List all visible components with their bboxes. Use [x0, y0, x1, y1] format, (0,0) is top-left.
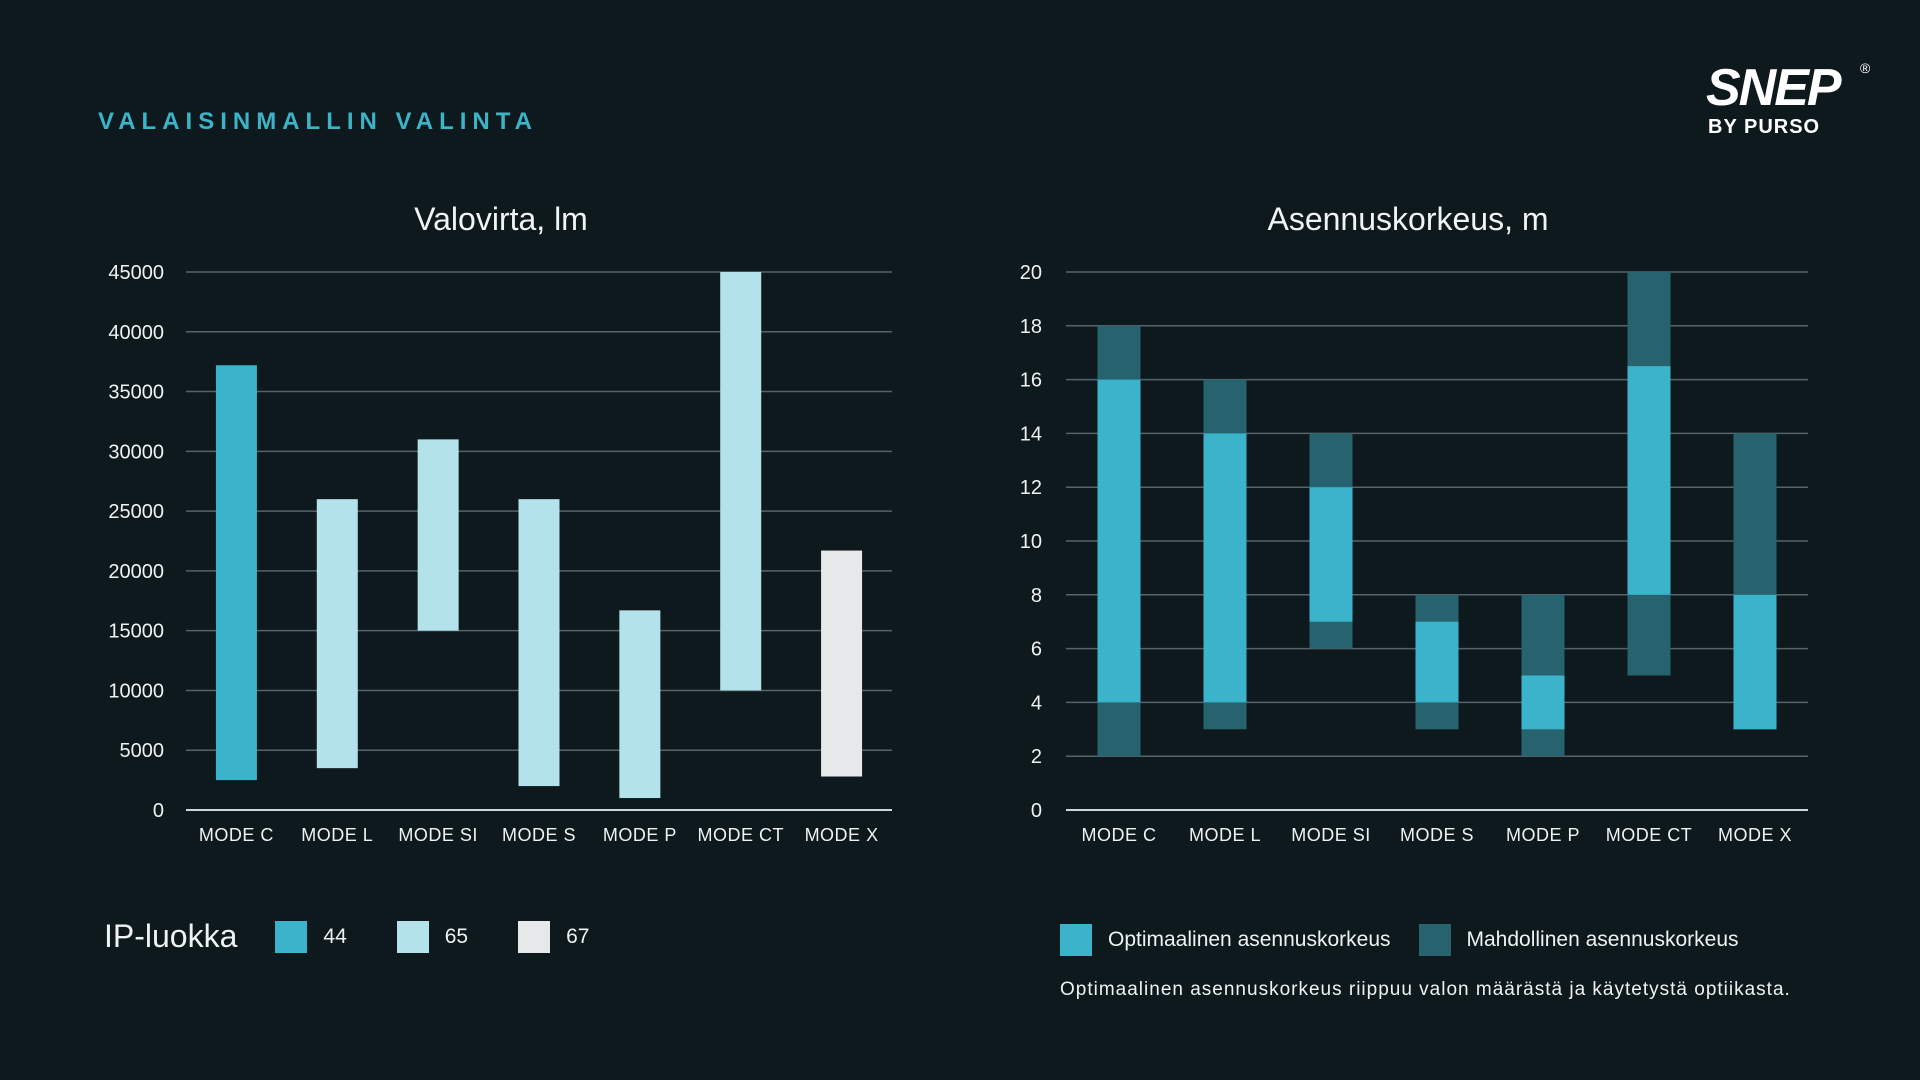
legend-label-optimal: Optimaalinen asennuskorkeus: [1108, 928, 1391, 951]
legend-item-optimal: Optimaalinen asennuskorkeus: [1060, 924, 1391, 956]
y-tick-label: 18: [1020, 316, 1042, 338]
y-tick-label: 12: [1020, 477, 1042, 499]
y-tick-label: 2: [1031, 746, 1042, 768]
flux-bar: [215, 365, 257, 781]
mounting-height-chart: Asennuskorkeus, m 0 2 4 6 8 10 12 14 16 18 20 MODE C…: [1020, 201, 1808, 845]
flux-bar: [316, 499, 358, 769]
flux-bar: [821, 550, 863, 777]
flux-bar: [619, 610, 661, 799]
x-category-label: MODE CT: [1606, 825, 1693, 845]
y-tick-label: 4: [1031, 692, 1042, 714]
legend-item-ip44: 44: [275, 920, 347, 953]
x-category-label: MODE C: [199, 825, 274, 845]
legend-label-ip65: 65: [444, 924, 469, 948]
optimal-height-bar: [1521, 675, 1565, 730]
y-tick-label: 30000: [108, 441, 164, 463]
y-tick-label: 35000: [108, 382, 164, 404]
chart-title: Asennuskorkeus, m: [1267, 201, 1548, 237]
optimal-height-bar: [1309, 487, 1353, 622]
luminous-flux-chart: Valovirta, lm 0 5000 10000 15000 20000 25000 30…: [108, 201, 892, 845]
flux-bar: [518, 499, 560, 787]
x-category-label: MODE L: [301, 825, 373, 845]
legend-label-ip67: 67: [566, 924, 590, 948]
optimal-height-bar: [1415, 621, 1459, 703]
optimal-height-bar: [1627, 366, 1671, 595]
y-tick-label: 0: [153, 800, 164, 822]
y-tick-label: 8: [1031, 585, 1042, 607]
y-tick-label: 10: [1020, 531, 1042, 553]
legend-item-possible: Mahdollinen asennuskorkeus: [1418, 924, 1739, 956]
logo-sub-text: BY PURSO: [1708, 116, 1821, 138]
legend-swatch-ip67: [518, 920, 551, 953]
flux-bar: [720, 272, 762, 691]
chart-title: Valovirta, lm: [414, 201, 588, 237]
y-tick-label: 6: [1031, 639, 1042, 661]
x-category-label: MODE CT: [697, 825, 784, 845]
y-tick-label: 45000: [108, 262, 164, 284]
x-category-label: MODE SI: [398, 825, 478, 845]
flux-bar: [417, 439, 459, 631]
registered-mark: ®: [1860, 60, 1871, 76]
snep-logo: SNEP BY PURSO ®: [1700, 60, 1880, 150]
legend-swatch-ip65: [396, 920, 429, 953]
y-tick-label: 20: [1020, 262, 1042, 284]
y-tick-label: 25000: [108, 501, 164, 523]
optimal-height-bar: [1733, 594, 1777, 730]
x-category-label: MODE X: [1718, 825, 1792, 845]
optimal-height-bar: [1097, 379, 1141, 703]
ip-class-legend: IP-luokka 44 65 67: [104, 918, 639, 955]
legend-label-possible: Mahdollinen asennuskorkeus: [1466, 928, 1739, 951]
x-category-label: MODE P: [603, 825, 677, 845]
x-category-label: MODE SI: [1291, 825, 1371, 845]
mounting-height-legend: Optimaalinen asennuskorkeus Mahdollinen …: [1060, 924, 1767, 956]
legend-swatch-optimal: [1060, 924, 1092, 956]
optimal-height-bar: [1203, 433, 1247, 703]
footnote: Optimaalinen asennuskorkeus riippuu valo…: [1060, 979, 1791, 1000]
logo-main-text: SNEP: [1706, 59, 1842, 117]
y-tick-label: 16: [1020, 370, 1042, 392]
y-tick-label: 10000: [108, 680, 164, 702]
y-tick-label: 5000: [120, 740, 165, 762]
y-tick-label: 0: [1031, 800, 1042, 822]
x-category-label: MODE S: [1400, 825, 1474, 845]
y-tick-label: 20000: [108, 561, 164, 583]
x-category-label: MODE P: [1506, 825, 1580, 845]
x-category-label: MODE C: [1082, 825, 1157, 845]
y-tick-label: 40000: [108, 322, 164, 344]
legend-label-ip44: 44: [323, 924, 347, 948]
legend-item-ip67: 67: [518, 920, 590, 953]
y-tick-label: 15000: [108, 621, 164, 643]
x-category-label: MODE L: [1189, 825, 1261, 845]
page-heading: VALAISINMALLIN VALINTA: [98, 108, 538, 135]
legend-swatch-possible: [1418, 924, 1451, 956]
ip-class-legend-title: IP-luokka: [104, 918, 238, 954]
x-category-label: MODE S: [502, 825, 576, 845]
legend-item-ip65: 65: [396, 920, 469, 953]
y-tick-label: 14: [1020, 423, 1042, 445]
x-category-label: MODE X: [805, 825, 879, 845]
legend-swatch-ip44: [275, 920, 308, 953]
